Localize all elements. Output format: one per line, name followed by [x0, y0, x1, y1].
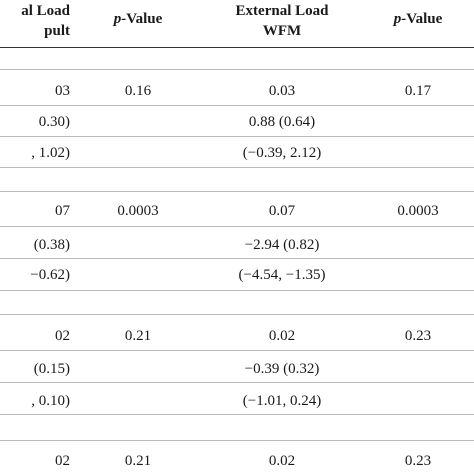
row4-pvalue1: 0.0003	[117, 203, 159, 219]
row6-col3: (−4.54, −1.35)	[238, 267, 326, 283]
row-rule-1	[0, 105, 474, 106]
row-rule-2	[0, 136, 474, 137]
row8-col1: (0.15)	[33, 361, 70, 377]
row9-col3: (−1.01, 0.24)	[242, 393, 322, 409]
row7-pvalue2: 0.23	[404, 328, 432, 344]
row4-col3: 0.07	[268, 203, 296, 219]
col1-clip: 03 0.30) , 1.02) 07 (0.38) −0.62) 02 (0.…	[0, 0, 78, 474]
row10-col1: 02	[55, 453, 70, 469]
col3-header-line1: External Load	[235, 3, 329, 19]
row-rule-8	[0, 382, 474, 383]
row9-col1: , 0.10)	[31, 393, 70, 409]
pvalue-header-1: p-Value	[114, 10, 163, 28]
row10-pvalue1: 0.21	[124, 453, 152, 469]
group-rule-2	[0, 191, 474, 192]
pvalue-prefix-1: p-	[113, 11, 127, 27]
row1-pvalue1: 0.16	[124, 83, 152, 99]
row-rule-6	[0, 290, 474, 291]
col1-header-clip: al Load pult	[0, 0, 78, 60]
row10-col3: 0.02	[268, 453, 296, 469]
row2-col3: 0.88 (0.64)	[248, 114, 316, 130]
row6-col1: −0.62)	[30, 267, 70, 283]
col1-header-line2: pult	[44, 23, 70, 39]
row7-pvalue1: 0.21	[124, 328, 152, 344]
pvalue-label-2: Value	[406, 11, 443, 27]
row-rule-4	[0, 226, 474, 227]
row4-col1: 07	[55, 203, 70, 219]
row3-col1: , 1.02)	[31, 145, 70, 161]
header-rule	[0, 47, 474, 48]
pvalue-prefix-2: p-	[393, 11, 407, 27]
row5-col3: −2.94 (0.82)	[244, 237, 320, 253]
group-rule-4	[0, 440, 474, 441]
row-rule-3	[0, 167, 474, 168]
row-rule-9	[0, 414, 474, 415]
row1-col3: 0.03	[268, 83, 296, 99]
row-rule-7	[0, 350, 474, 351]
row5-col1: (0.38)	[33, 237, 70, 253]
group-rule-1	[0, 69, 474, 70]
row1-pvalue2: 0.17	[404, 83, 432, 99]
row8-col3: −0.39 (0.32)	[244, 361, 320, 377]
pvalue-label-1: Value	[126, 11, 163, 27]
row7-col3: 0.02	[268, 328, 296, 344]
pvalue-header-2: p-Value	[394, 10, 443, 28]
row7-col1: 02	[55, 328, 70, 344]
col3-header-line2: WFM	[262, 23, 302, 39]
row-rule-5	[0, 258, 474, 259]
row3-col3: (−0.39, 2.12)	[242, 145, 322, 161]
row10-pvalue2: 0.23	[404, 453, 432, 469]
col1-header-line1: al Load	[21, 3, 70, 19]
row1-col1: 03	[55, 83, 70, 99]
group-rule-3	[0, 314, 474, 315]
row2-col1: 0.30)	[38, 114, 70, 130]
row4-pvalue2: 0.0003	[397, 203, 439, 219]
